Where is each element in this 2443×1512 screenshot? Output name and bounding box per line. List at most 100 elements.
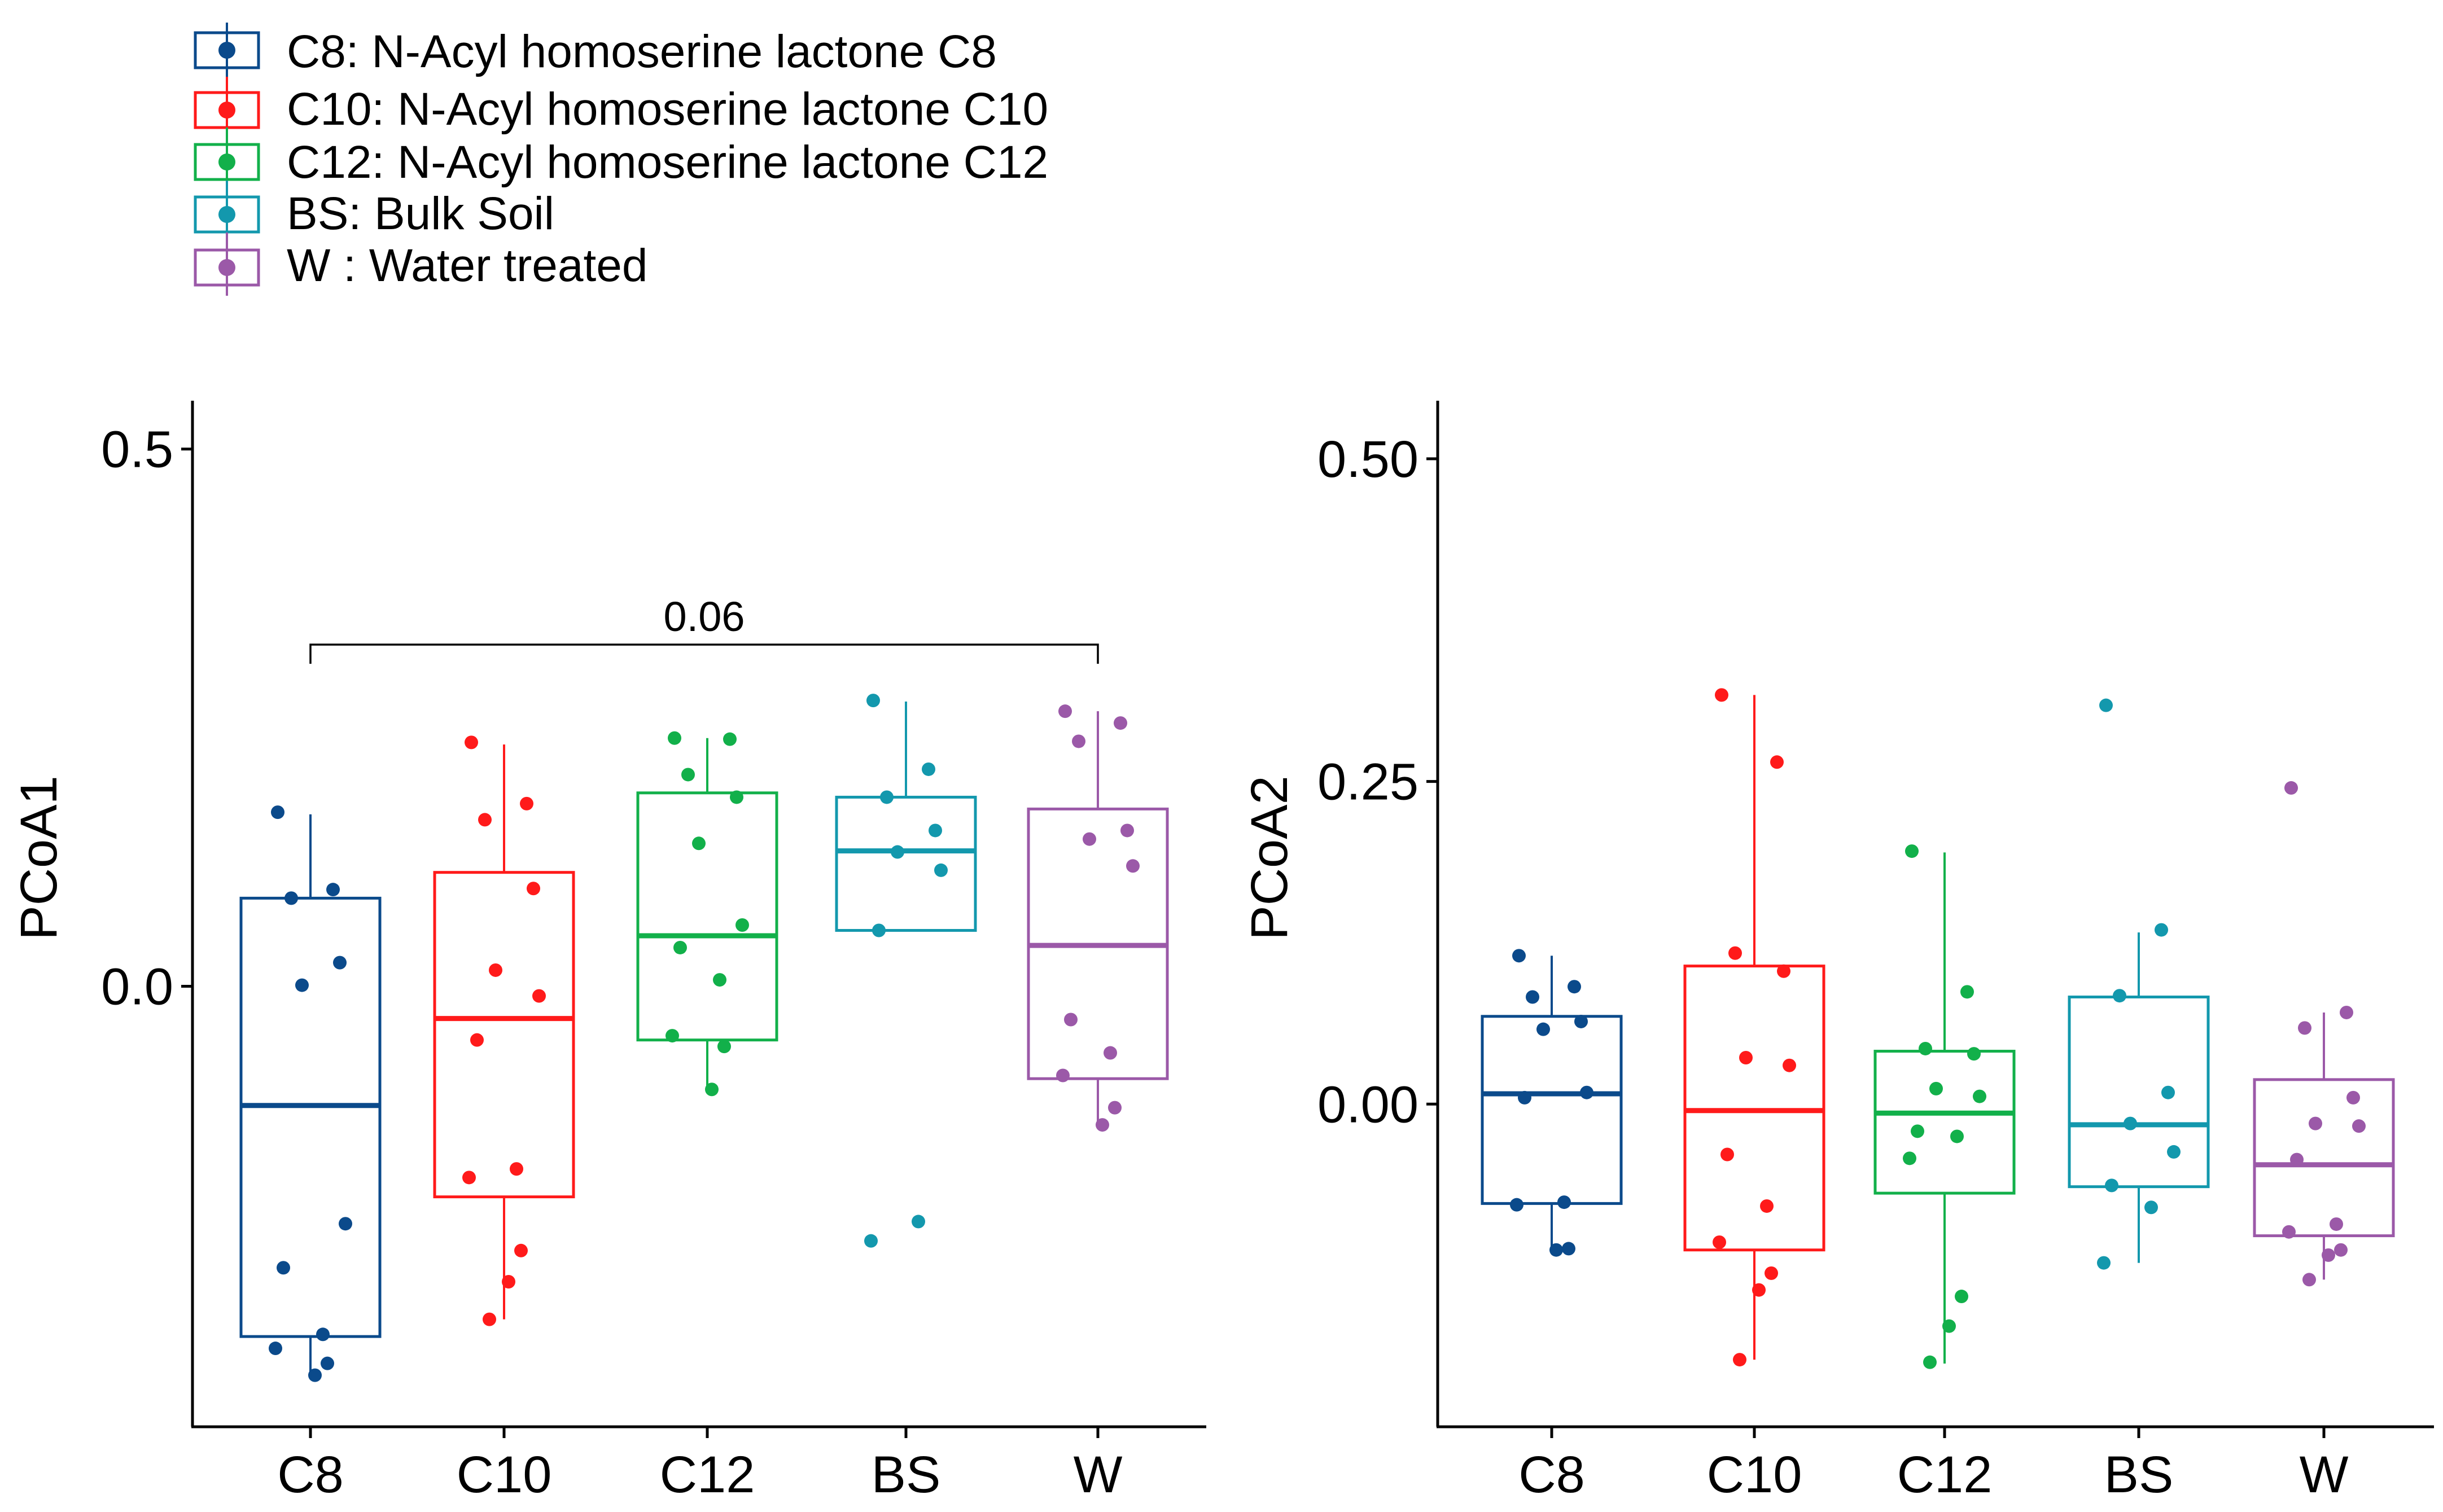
data-point: [1574, 1014, 1588, 1028]
data-point: [1752, 1283, 1766, 1297]
data-point: [692, 836, 706, 851]
box-iqr: [1683, 965, 1825, 1252]
data-point: [2124, 1116, 2137, 1130]
data-point: [2097, 1256, 2111, 1270]
data-point: [2144, 1200, 2158, 1215]
box-iqr: [433, 871, 575, 1199]
data-point: [2322, 1248, 2335, 1262]
data-point: [880, 790, 894, 804]
data-point: [520, 796, 533, 810]
box-iqr: [1481, 1015, 1623, 1205]
data-point: [1518, 1090, 1531, 1105]
data-point: [730, 790, 743, 804]
box-iqr: [835, 795, 977, 932]
box-bs: [835, 694, 977, 1248]
legend: C8: N-Acyl homoserine lactone C8 C10: N-…: [194, 23, 1048, 296]
data-point: [2099, 698, 2113, 712]
data-point: [1770, 755, 1784, 769]
data-point: [1783, 1058, 1796, 1072]
legend-label-c8: C8: N-Acyl homoserine lactone C8: [287, 26, 997, 77]
data-point: [1955, 1290, 1968, 1304]
data-point: [1568, 980, 1581, 994]
data-point: [1536, 1022, 1550, 1036]
box-iqr: [2068, 995, 2210, 1189]
legend-key-box: [194, 248, 260, 287]
data-point: [735, 918, 749, 932]
data-point: [1058, 704, 1072, 718]
legend-key-box: [194, 31, 260, 69]
data-point: [1733, 1353, 1746, 1367]
data-point: [891, 845, 904, 859]
data-point: [284, 891, 298, 905]
data-point: [1510, 1198, 1523, 1212]
data-point: [478, 813, 492, 827]
data-point: [295, 978, 309, 992]
data-point: [2113, 989, 2126, 1003]
boxplots: [1481, 688, 2395, 1369]
data-point: [1126, 859, 1140, 873]
box-bs: [2068, 698, 2210, 1270]
box-iqr: [636, 791, 778, 1042]
data-point: [1083, 832, 1096, 846]
data-point: [271, 805, 284, 819]
data-point: [713, 973, 726, 987]
data-point: [929, 823, 942, 838]
data-point: [1942, 1319, 1956, 1333]
legend-label-w: W : Water treated: [287, 240, 647, 291]
data-point: [502, 1275, 515, 1289]
data-point: [1911, 1124, 1924, 1138]
box-c10: [433, 735, 575, 1326]
y-ticks: 0.0 0.5: [101, 421, 192, 1015]
y-ticks: 0.00 0.25 0.50: [1317, 431, 1438, 1133]
data-point: [723, 732, 737, 746]
data-point: [277, 1261, 290, 1275]
data-point: [2298, 1021, 2311, 1035]
y-axis-title: PCoA2: [1241, 775, 1298, 940]
data-point: [1765, 1266, 1778, 1280]
data-point: [1905, 844, 1919, 858]
x-tick-label-bs: BS: [2104, 1446, 2174, 1504]
data-point: [316, 1327, 330, 1342]
data-point: [681, 768, 695, 782]
x-tick-label-c8: C8: [277, 1446, 344, 1504]
data-point: [1950, 1129, 1964, 1143]
data-point: [1562, 1242, 1575, 1256]
data-point: [2155, 923, 2168, 937]
legend-key-dot: [218, 42, 235, 59]
data-point: [2282, 1225, 2296, 1239]
data-point: [269, 1342, 282, 1356]
data-point: [462, 1171, 476, 1185]
data-point: [705, 1082, 719, 1097]
legend-key-dot: [218, 259, 235, 276]
box-w: [1027, 704, 1169, 1132]
box-c12: [636, 731, 778, 1097]
box-c8: [239, 805, 382, 1382]
data-point: [2346, 1090, 2360, 1105]
data-point: [2340, 1005, 2353, 1019]
boxplots: [239, 694, 1169, 1382]
data-point: [2302, 1273, 2316, 1287]
data-point: [2330, 1217, 2343, 1231]
data-point: [1108, 1101, 1122, 1115]
legend-key-dot: [218, 206, 235, 223]
panel-pcoa1: PCoA1 0.0 0.5 C8 C10 C12 BS W 0.06: [10, 401, 1206, 1504]
data-point: [527, 882, 540, 896]
data-point: [1973, 1089, 1986, 1103]
y-tick-label: 0.50: [1317, 431, 1418, 488]
legend-entry-bs: BS: Bulk Soil: [194, 181, 554, 239]
box-w: [2253, 781, 2395, 1287]
data-point: [470, 1033, 484, 1047]
y-tick-label: 0.25: [1317, 753, 1418, 811]
data-point: [1120, 823, 1134, 838]
data-point: [717, 1040, 731, 1054]
data-point: [308, 1368, 322, 1382]
data-point: [333, 956, 347, 970]
data-point: [1760, 1199, 1774, 1213]
data-point: [1967, 1047, 1981, 1061]
legend-key-box: [194, 143, 260, 181]
x-tick-label-c12: C12: [1897, 1446, 1993, 1504]
data-point: [922, 762, 935, 776]
data-point: [514, 1243, 528, 1257]
data-point: [1919, 1041, 1932, 1055]
legend-key-box: [194, 195, 260, 234]
